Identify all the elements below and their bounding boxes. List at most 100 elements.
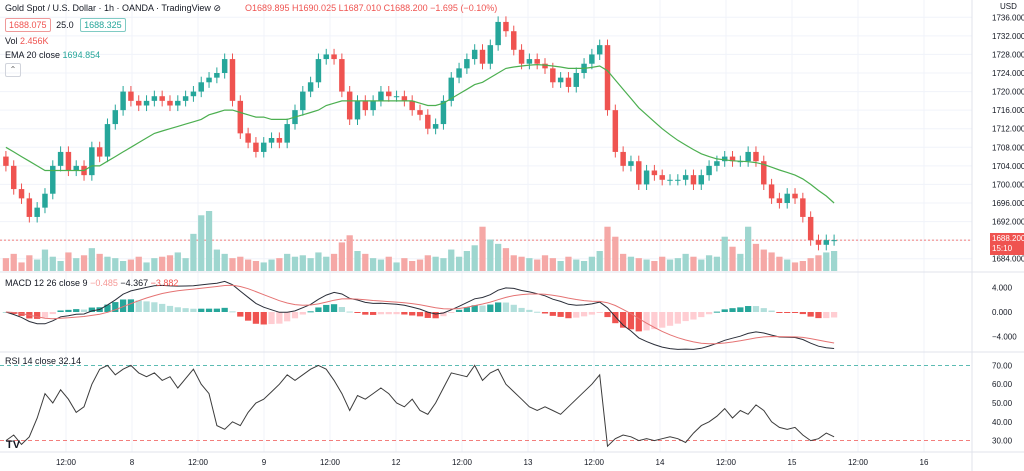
volume-bar — [57, 261, 64, 271]
volume-bars — [2, 211, 838, 271]
candle-body — [268, 138, 275, 143]
candle-body — [792, 193, 798, 199]
macd-histogram-bar — [807, 312, 814, 317]
price-tick: 1732.000 — [992, 32, 1024, 41]
macd-histogram-bar — [823, 312, 830, 319]
volume-bar — [244, 259, 252, 271]
candle-body — [190, 91, 197, 97]
candle-body — [323, 54, 329, 60]
candle-body — [175, 100, 181, 106]
volume-bar — [455, 256, 463, 271]
macd-histogram-bar — [760, 308, 767, 312]
volume-bar — [791, 262, 799, 271]
macd-histogram-bar — [463, 307, 471, 312]
macd-histogram-bar — [401, 312, 408, 315]
macd-histogram-bar — [620, 312, 627, 328]
time-tick: 9 — [262, 458, 267, 467]
candle-body — [300, 91, 306, 111]
candle-body — [753, 151, 759, 162]
macd-histogram-bar — [705, 312, 713, 315]
volume-bar — [690, 256, 697, 271]
volume-bar — [698, 259, 705, 271]
candle-body — [167, 100, 173, 106]
candle-body — [401, 96, 408, 101]
macd-histogram-bar — [635, 312, 642, 332]
candle-body — [182, 96, 189, 101]
macd-histogram-bar — [596, 312, 603, 313]
time-tick: 12 — [392, 458, 401, 467]
volume-bar — [88, 248, 95, 271]
candle-body — [776, 198, 783, 203]
macd-histogram-bar — [88, 307, 95, 312]
bid-pill[interactable]: 1688.075 — [5, 18, 51, 32]
macd-histogram-bar — [659, 312, 666, 328]
macd-histogram-bar — [284, 312, 291, 322]
symbol-title[interactable]: Gold Spot / U.S. Dollar · 1h · OANDA · T… — [5, 3, 221, 13]
candle-body — [675, 179, 681, 181]
currency-label: USD — [1000, 2, 1017, 11]
volume-bar — [299, 255, 306, 271]
macd-histogram-bar — [369, 312, 377, 315]
macd-histogram-bar — [276, 312, 283, 324]
candle-body — [761, 161, 767, 185]
volume-bar — [252, 261, 260, 271]
macd-histogram-bar — [651, 312, 658, 330]
volume-bar — [260, 262, 267, 271]
volume-bar — [369, 258, 377, 271]
macd-histogram-bar — [34, 312, 41, 319]
rsi-tick: 50.00 — [992, 399, 1013, 408]
candle-body — [534, 59, 540, 64]
candle-body — [112, 110, 119, 125]
candle-body — [34, 207, 40, 217]
candle-body — [354, 100, 361, 120]
candle-body — [96, 147, 103, 157]
ask-pill[interactable]: 1688.325 — [80, 18, 126, 32]
macd-histogram-bar — [627, 312, 635, 330]
macd-histogram-bar — [541, 312, 549, 314]
ohlc-readout: O1689.895 H1690.025 L1687.010 C1688.200 … — [245, 3, 498, 13]
candle-body — [729, 156, 736, 162]
price-tick: 1720.000 — [992, 88, 1024, 97]
macd-histogram-bar — [557, 312, 564, 317]
macd-legend: MACD 12 26 close 9 −0.485 −4.367 −3.882 — [5, 278, 179, 288]
time-tick: 12:00 — [584, 458, 605, 467]
volume-bar — [495, 243, 502, 271]
candle-body — [284, 124, 290, 143]
candle-body — [768, 184, 775, 199]
collapse-legend-button[interactable]: ⌃ — [5, 63, 21, 77]
volume-bar — [580, 261, 588, 271]
candle-body — [526, 59, 533, 64]
macd-histogram-bar — [73, 309, 80, 312]
time-tick: 8 — [130, 458, 135, 467]
volume-bar — [705, 255, 713, 271]
macd-histogram-bar — [143, 301, 150, 312]
candle-body — [331, 54, 337, 60]
candle-body — [409, 100, 415, 111]
candle-body — [628, 161, 634, 166]
macd-histogram-bar — [666, 312, 674, 326]
volume-bar — [268, 259, 275, 271]
candle-body — [542, 63, 548, 69]
rsi-pane — [0, 364, 972, 448]
rsi-line — [5, 364, 835, 448]
volume-bar — [799, 261, 806, 271]
macd-histogram-bar — [495, 302, 502, 312]
volume-bar — [549, 258, 556, 271]
volume-bar — [635, 258, 642, 271]
macd-histogram-bar — [268, 312, 275, 325]
candle-body — [143, 100, 150, 106]
time-axis: 12:00 8 12:00 9 12:00 12 12:00 13 12:00 14 12:00 15… — [56, 458, 929, 467]
candle-body — [10, 165, 17, 190]
candle-body — [261, 142, 267, 152]
candle-body — [456, 68, 462, 78]
volume-bar — [2, 258, 10, 271]
volume-bar — [119, 261, 127, 271]
volume-bar — [198, 215, 205, 271]
candle-body — [643, 170, 650, 185]
candle-body — [221, 59, 228, 73]
volume-bar — [65, 252, 72, 271]
price-axis: 1736.000 1732.000 1728.000 1724.000 1720.000… — [992, 13, 1024, 445]
candle-body — [698, 175, 705, 185]
macd-histogram-bar — [362, 312, 369, 315]
